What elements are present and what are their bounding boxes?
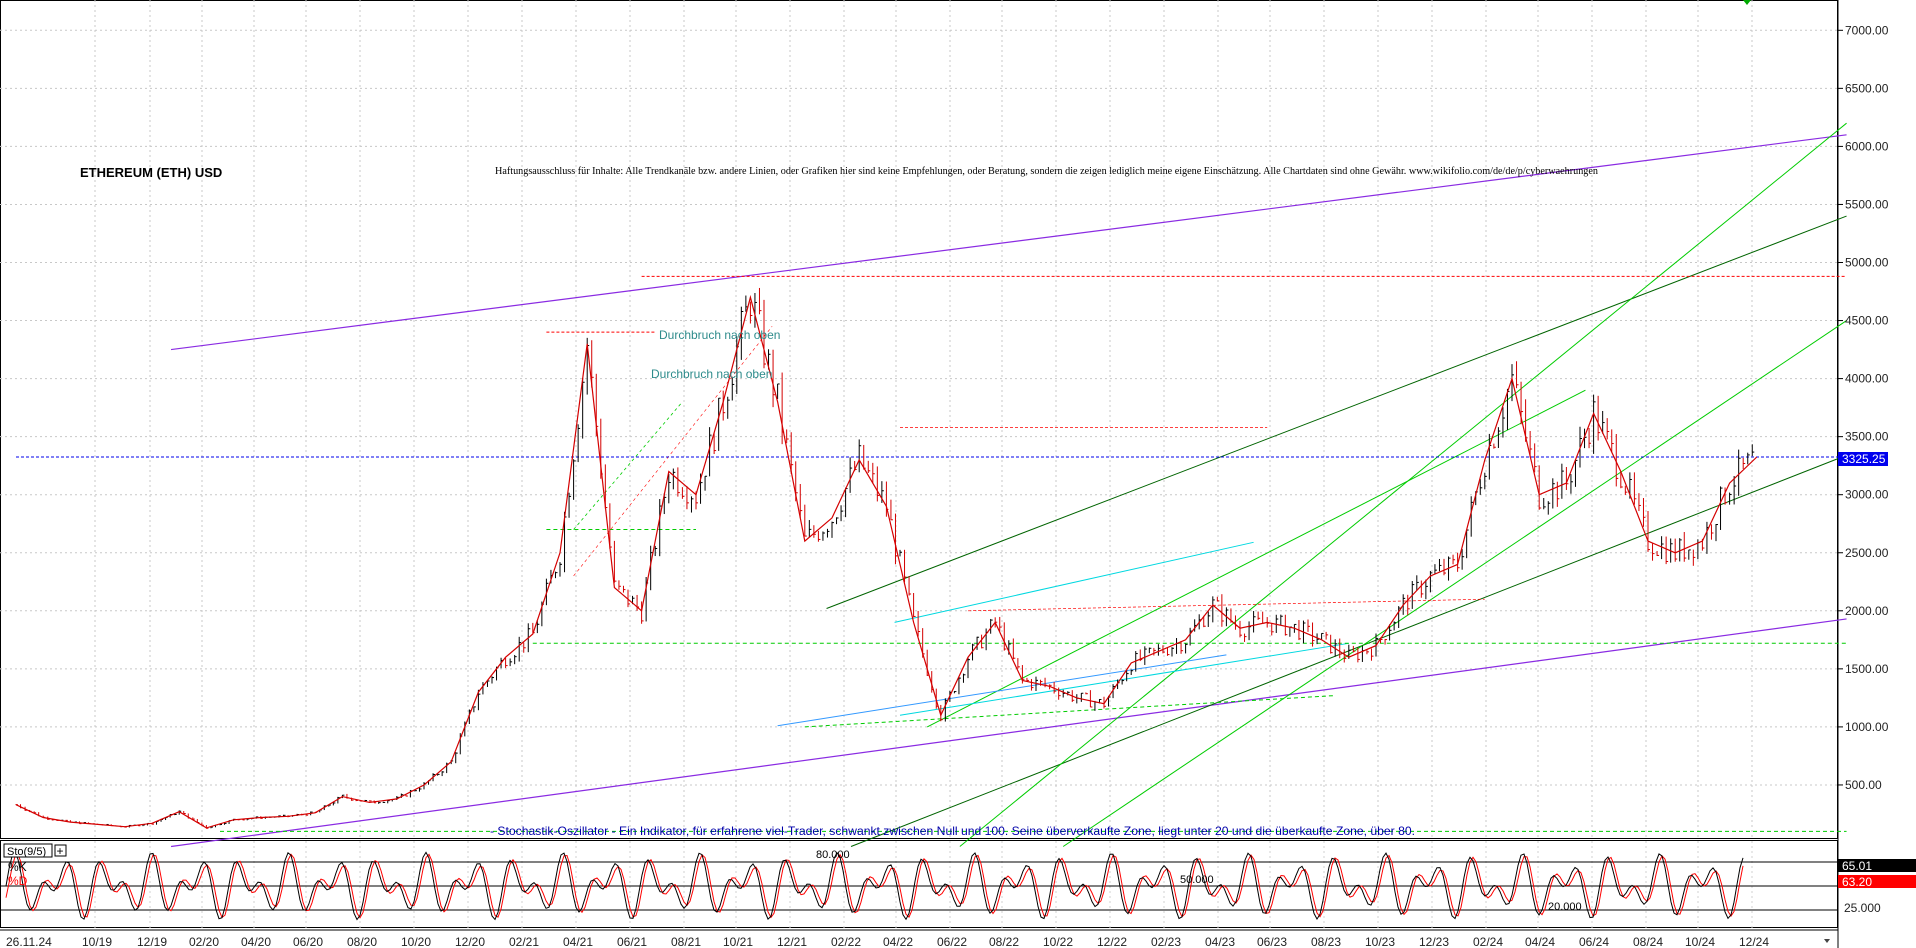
x-tick-label: 08/22	[989, 935, 1019, 948]
x-tick-label: 12/24	[1739, 935, 1769, 948]
level-80-label: 80.000	[816, 849, 850, 861]
annotation-breakout-2: Durchbruch nach oben	[651, 367, 772, 381]
x-tick-label: 08/20	[347, 935, 377, 948]
main-panel-frame	[0, 0, 1838, 839]
line-2000	[967, 598, 1485, 612]
x-tick-label: 10/20	[401, 935, 431, 948]
price-axis: 7000.00 6500.00 6000.00 5500.00 5000.00 4500.…	[1838, 23, 1889, 792]
fan-red	[573, 326, 773, 577]
price-series	[15, 287, 1758, 829]
x-tick-label: 04/22	[883, 935, 913, 948]
x-tick-label: 10/21	[723, 935, 753, 948]
x-tick-label: 04/24	[1525, 935, 1555, 948]
purple-channel-upper	[170, 134, 1847, 351]
disclaimer-text: Haftungsausschluss für Inhalte: Alle Tre…	[495, 166, 1598, 177]
y-tick-label: 3000.00	[1845, 488, 1889, 502]
x-tick-label: 02/20	[189, 935, 219, 948]
k-value-badge	[1838, 859, 1916, 872]
x-tick-label: 02/23	[1151, 935, 1181, 948]
x-tick-label: 06/22	[937, 935, 967, 948]
oscillator-scale-label: 25.000	[1844, 901, 1881, 915]
y-tick-label: 2500.00	[1845, 546, 1889, 560]
indicator-tag[interactable]	[3, 843, 53, 858]
marker-icon	[1743, 0, 1751, 5]
y-tick-label: 6500.00	[1845, 81, 1889, 95]
x-tick-label: 06/21	[617, 935, 647, 948]
x-tick-label: 12/19	[137, 935, 167, 948]
trend-lines	[16, 122, 1847, 848]
level-50-label: 50.000	[1180, 874, 1214, 886]
y-tick-label: 5000.00	[1845, 256, 1889, 270]
d-value: 63.20	[1842, 875, 1872, 889]
x-tick-label: 12/21	[777, 935, 807, 948]
purple-channel-lower	[170, 618, 1847, 848]
blue-line	[777, 654, 1227, 727]
x-tick-label: 02/21	[509, 935, 539, 948]
x-tick-label: 08/21	[671, 935, 701, 948]
oscillator-panel-frame	[0, 840, 1838, 928]
y-tick-label: 1000.00	[1845, 720, 1889, 734]
y-tick-label: 1500.00	[1845, 662, 1889, 676]
x-tick-label: 06/20	[293, 935, 323, 948]
y-tick-label: 5500.00	[1845, 197, 1889, 211]
last-price-badge	[1838, 452, 1888, 466]
annotation-breakout-1: Durchbruch nach oben	[659, 328, 780, 342]
y-tick-label: 3500.00	[1845, 430, 1889, 444]
cyan-line-1	[899, 642, 1349, 716]
x-tick-label: 08/24	[1633, 935, 1663, 948]
x-tick-label: 10/19	[82, 935, 112, 948]
x-tick-label: 12/22	[1097, 935, 1127, 948]
x-tick-label: 12/20	[455, 935, 485, 948]
y-tick-label: 500.00	[1845, 778, 1882, 792]
x-tick-label: 26.11.24	[6, 935, 52, 948]
light-green-line-2	[1062, 320, 1847, 847]
indicator-label: Sto(9/5)	[7, 846, 46, 858]
x-tick-label: 02/24	[1473, 935, 1503, 948]
y-tick-label: 7000.00	[1845, 23, 1889, 37]
scroll-arrow-icon[interactable]	[1824, 939, 1830, 943]
x-tick-label: 10/22	[1043, 935, 1073, 948]
d-label: %D	[8, 874, 28, 888]
x-tick-label: 06/23	[1257, 935, 1287, 948]
light-green-line-1	[959, 122, 1847, 847]
stochastic-description: - Stochastik-Oszillator - Ein Indikator,…	[490, 824, 1415, 838]
x-tick-label: 02/22	[831, 935, 861, 948]
support-1000	[804, 695, 1336, 728]
chart-title: ETHEREUM (ETH) USD	[80, 165, 222, 180]
stochastic-oscillator	[0, 851, 1838, 921]
x-tick-label: 04/21	[563, 935, 593, 948]
green-channel-upper	[826, 215, 1847, 609]
grid	[0, 0, 1838, 928]
k-label: %K	[8, 860, 27, 874]
y-tick-label: 4000.00	[1845, 372, 1889, 386]
x-tick-label: 08/23	[1311, 935, 1341, 948]
light-green-line-3	[926, 389, 1586, 728]
x-tick-label: 10/24	[1685, 935, 1715, 948]
y-tick-label: 2000.00	[1845, 604, 1889, 618]
d-value-badge	[1838, 875, 1916, 888]
x-tick-label: 04/23	[1205, 935, 1235, 948]
time-axis: 26.11.24 10/19 12/19 02/20 04/20 06/20 08/20 10…	[6, 935, 1769, 948]
x-tick-label: 06/24	[1579, 935, 1609, 948]
y-tick-label: 4500.00	[1845, 314, 1889, 328]
k-value: 65.01	[1842, 859, 1872, 873]
fan-green	[573, 401, 683, 530]
x-tick-label: 12/23	[1419, 935, 1449, 948]
x-tick-label: 04/20	[241, 935, 271, 948]
stochastic-k-line	[5, 851, 1744, 921]
price-line	[15, 294, 1758, 829]
y-tick-label: 6000.00	[1845, 139, 1889, 153]
indicator-add-button[interactable]	[54, 844, 67, 857]
cyan-line-2	[894, 541, 1254, 623]
plus-icon: +	[57, 844, 64, 858]
level-20-label: 20.000	[1548, 901, 1582, 913]
x-tick-label: 10/23	[1365, 935, 1395, 948]
last-price-label: 3325.25	[1842, 452, 1886, 466]
stochastic-d-line	[5, 853, 1744, 919]
